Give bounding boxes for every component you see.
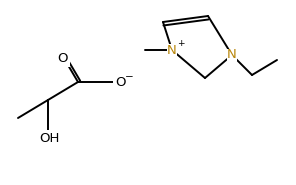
Text: −: − <box>125 72 133 82</box>
Text: N: N <box>227 48 237 61</box>
Text: N: N <box>167 43 177 56</box>
Text: +: + <box>177 40 185 48</box>
Text: O: O <box>115 75 125 88</box>
Text: OH: OH <box>39 132 59 144</box>
Text: O: O <box>58 53 68 65</box>
